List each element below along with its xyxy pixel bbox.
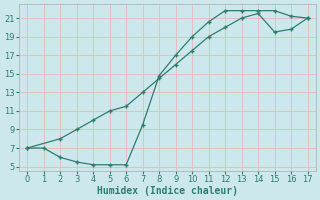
X-axis label: Humidex (Indice chaleur): Humidex (Indice chaleur) <box>97 186 238 196</box>
